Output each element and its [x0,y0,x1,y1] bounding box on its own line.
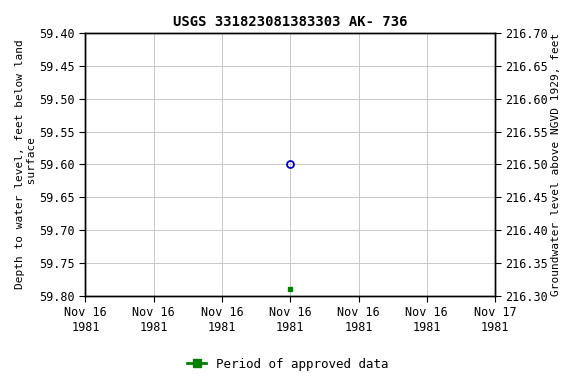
Legend: Period of approved data: Period of approved data [183,353,393,376]
Y-axis label: Groundwater level above NGVD 1929, feet: Groundwater level above NGVD 1929, feet [551,33,561,296]
Title: USGS 331823081383303 AK- 736: USGS 331823081383303 AK- 736 [173,15,407,29]
Y-axis label: Depth to water level, feet below land
 surface: Depth to water level, feet below land su… [15,40,37,290]
